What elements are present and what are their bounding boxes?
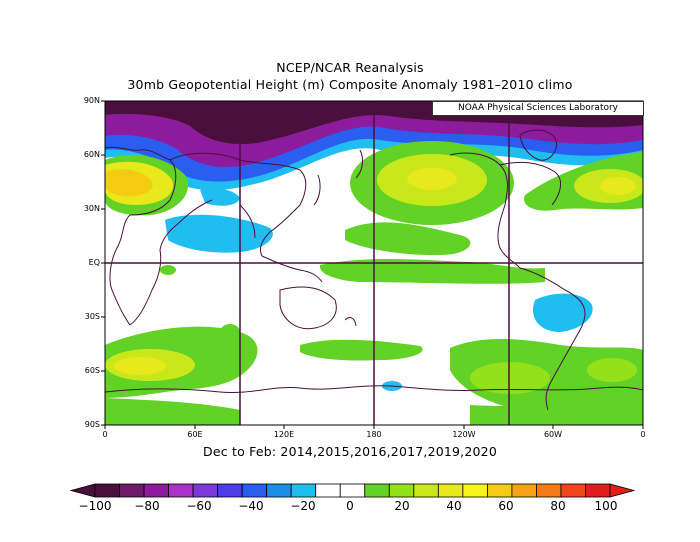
credit-label: NOAA Physical Sciences Laboratory bbox=[432, 101, 644, 116]
colorbar-swatch bbox=[192, 483, 219, 498]
colorbar-label: −20 bbox=[290, 499, 316, 513]
colorbar-swatch bbox=[388, 483, 415, 498]
colorbar-swatch bbox=[585, 483, 611, 498]
colorbar-label: 40 bbox=[446, 499, 462, 513]
anomaly-area-indian-ocean bbox=[165, 214, 273, 253]
colorbar-label: −80 bbox=[134, 499, 160, 513]
colorbar-swatch bbox=[364, 483, 390, 498]
lat-label: 60S bbox=[84, 366, 100, 375]
colorbar bbox=[69, 483, 636, 498]
colorbar-swatch bbox=[560, 483, 586, 498]
map-title: NCEP/NCAR Reanalysis bbox=[276, 60, 424, 75]
lon-label: 60E bbox=[187, 430, 203, 439]
colorbar-label: 80 bbox=[550, 499, 566, 513]
coastlines bbox=[105, 129, 643, 411]
colorbar-swatch bbox=[290, 483, 317, 498]
colorbar-swatch bbox=[217, 483, 243, 498]
colorbar-swatch bbox=[119, 483, 145, 498]
map-subtitle: 30mb Geopotential Height (m) Composite A… bbox=[127, 77, 573, 92]
lon-label: 120E bbox=[273, 430, 295, 439]
grid-lines bbox=[105, 101, 643, 425]
anomaly-area-south-america bbox=[532, 293, 593, 332]
colorbar-label: 0 bbox=[346, 499, 354, 513]
lat-label: 90S bbox=[84, 420, 100, 429]
colorbar-swatch bbox=[413, 483, 439, 498]
colorbar-swatch bbox=[536, 483, 562, 498]
colorbar-swatch bbox=[437, 483, 464, 498]
lon-label: 0 bbox=[102, 430, 108, 439]
colorbar-swatch bbox=[241, 483, 268, 498]
date-range-label: Dec to Feb: 2014,2015,2016,2017,2019,202… bbox=[203, 444, 497, 459]
lat-label: EQ bbox=[88, 258, 100, 267]
colorbar-label: −100 bbox=[78, 499, 112, 513]
colorbar-label: −60 bbox=[186, 499, 212, 513]
lat-label: 90N bbox=[83, 96, 100, 105]
colorbar-swatch bbox=[486, 483, 513, 498]
lat-label: 30S bbox=[84, 312, 100, 321]
colorbar-label: 100 bbox=[594, 499, 618, 513]
colorbar-arrow-high bbox=[609, 483, 636, 498]
colorbar-swatch bbox=[168, 483, 194, 498]
colorbar-swatch bbox=[143, 483, 169, 498]
lon-label: 180 bbox=[366, 430, 382, 439]
colorbar-swatch bbox=[511, 483, 537, 498]
colorbar-swatch bbox=[339, 483, 366, 498]
lat-label: 60N bbox=[83, 150, 100, 159]
colorbar-label: 20 bbox=[394, 499, 410, 513]
colorbar-arrow-low bbox=[69, 483, 96, 498]
colorbar-label: 60 bbox=[498, 499, 514, 513]
axis-ticks bbox=[101, 100, 644, 429]
colorbar-swatch bbox=[266, 483, 292, 498]
colorbar-label: −40 bbox=[238, 499, 264, 513]
colorbar-swatch bbox=[315, 483, 341, 498]
colorbar-swatch bbox=[462, 483, 488, 498]
colorbar-swatch bbox=[94, 483, 120, 498]
lon-label: 120W bbox=[452, 430, 476, 439]
lon-label: 0 bbox=[640, 430, 646, 439]
lat-label: 30N bbox=[83, 204, 100, 213]
lon-label: 60W bbox=[543, 430, 563, 439]
